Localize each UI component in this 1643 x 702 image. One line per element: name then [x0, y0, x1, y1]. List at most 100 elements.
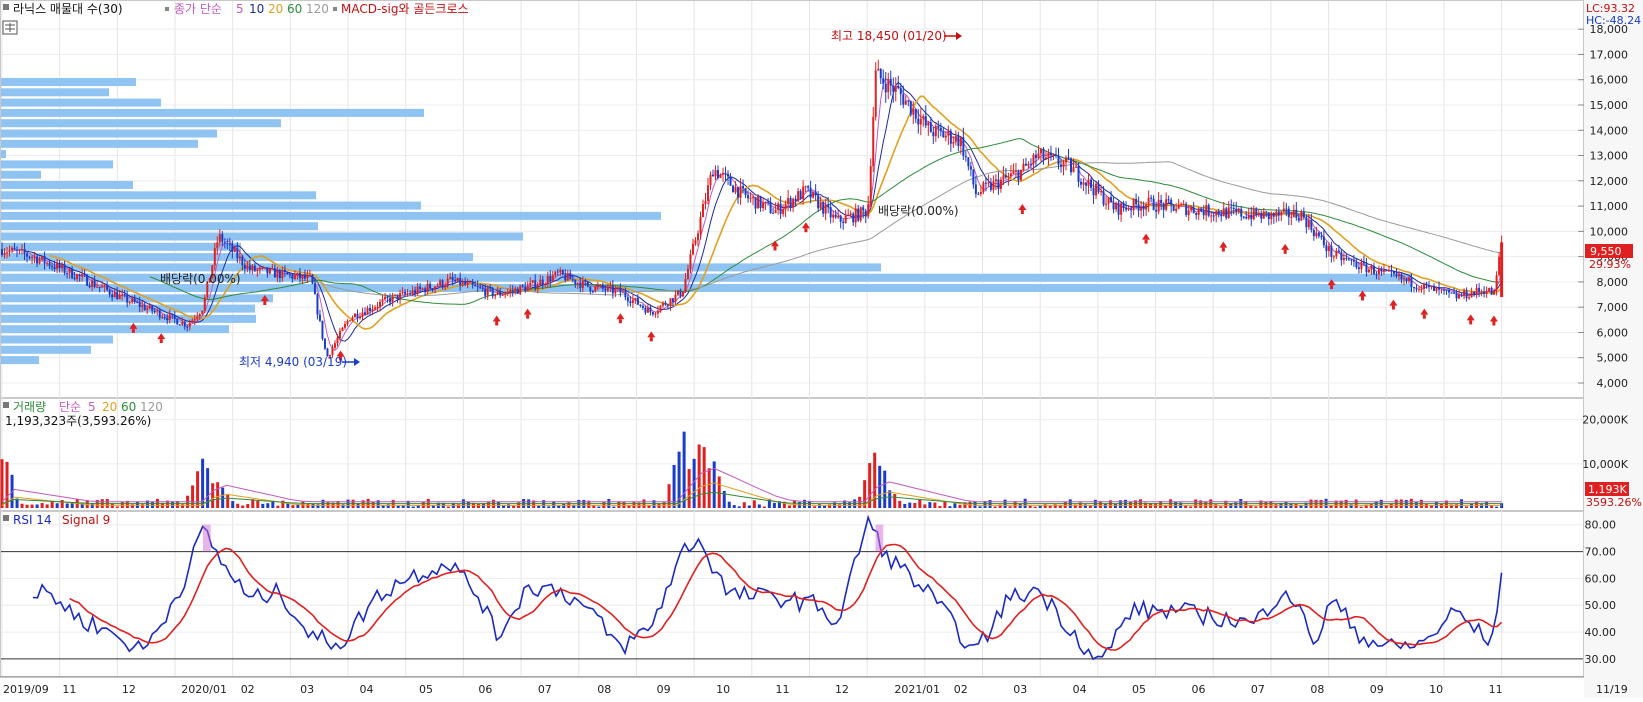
up-arrow-icon	[1358, 290, 1367, 297]
candle-body	[1017, 170, 1020, 181]
ma-period-60: 60	[287, 2, 302, 16]
price-tick-label: 16,000	[1590, 74, 1629, 87]
candle-body	[1160, 199, 1163, 204]
candle-body	[784, 203, 787, 210]
low-label: 최저 4,940 (03/19)	[239, 355, 347, 369]
candle-body	[581, 280, 584, 289]
candle-body	[81, 274, 84, 277]
candle-body	[1019, 169, 1022, 181]
volume-bar	[241, 505, 245, 508]
volume-bar	[65, 503, 69, 508]
candle-body	[1362, 261, 1365, 264]
candle-body	[594, 286, 597, 292]
candle-body	[769, 202, 772, 214]
candle-body	[1217, 211, 1220, 215]
candle-body	[887, 78, 890, 93]
candle-body	[1267, 212, 1270, 220]
candle-body	[1145, 204, 1148, 210]
candle-body	[777, 203, 780, 210]
volume-bar	[742, 502, 746, 508]
candle-body	[153, 310, 156, 312]
up-arrow-stem-icon	[1469, 320, 1473, 325]
volume-bar	[70, 503, 74, 508]
candle-body	[832, 214, 835, 218]
candle-body	[101, 286, 104, 288]
candle-body	[974, 184, 977, 194]
candle-body	[712, 174, 715, 177]
volume-bar	[311, 503, 315, 508]
candle-body	[1235, 208, 1238, 212]
volume-bar	[95, 499, 99, 508]
volume-bar	[1128, 501, 1132, 508]
candle-body	[193, 318, 196, 321]
candle-body	[241, 256, 244, 266]
candle-body	[644, 307, 647, 313]
volume-bar	[823, 505, 827, 508]
candle-body	[61, 264, 64, 269]
volume-bar	[176, 501, 180, 508]
candle-body	[121, 294, 124, 296]
candle-body	[151, 305, 154, 311]
candle-body	[1245, 216, 1248, 219]
x-axis-label: 11	[776, 683, 790, 696]
candle-body	[401, 291, 404, 294]
candle-body	[406, 293, 409, 295]
candle-body	[374, 307, 377, 310]
candle-body	[1262, 211, 1265, 219]
candle-body	[1092, 187, 1095, 196]
candle-body	[328, 354, 331, 357]
candle-body	[108, 289, 111, 295]
volume-bar	[1013, 501, 1017, 508]
x-axis-label: 2019/09	[3, 683, 49, 696]
volume-bar	[672, 464, 676, 508]
volume-bar	[226, 495, 230, 508]
candle-body	[614, 289, 617, 294]
candle-body	[1300, 211, 1303, 221]
volume-bar	[767, 498, 771, 508]
profile-bar	[1, 356, 39, 365]
candle-body	[221, 234, 224, 243]
candle-body	[1200, 208, 1203, 212]
candle-body	[584, 280, 587, 282]
candle-body	[1125, 207, 1128, 210]
candle-body	[1100, 191, 1103, 193]
candle-body	[611, 285, 614, 294]
up-arrow-icon	[129, 322, 138, 329]
candle-body	[852, 213, 855, 223]
dividend-label-1: 배당락(0.00%)	[160, 272, 241, 286]
candle-body	[421, 288, 424, 290]
candle-body	[1012, 171, 1015, 174]
candle-body	[166, 317, 169, 321]
candle-body	[163, 317, 166, 319]
volume-bar	[973, 501, 977, 508]
candle-body	[1265, 211, 1268, 213]
candle-body	[68, 268, 71, 274]
candle-body	[1290, 216, 1293, 218]
candle-body	[1470, 291, 1473, 298]
candle-body	[501, 294, 504, 296]
candle-body	[1405, 278, 1408, 281]
candle-body	[1024, 163, 1027, 166]
x-axis-label: 11/19	[1596, 683, 1628, 696]
up-arrow-stem-icon	[1020, 210, 1024, 215]
candle-body	[451, 276, 454, 281]
candle-body	[1450, 292, 1453, 294]
candle-body	[276, 270, 279, 278]
candle-body	[186, 326, 189, 328]
candle-body	[802, 186, 805, 200]
x-axis-label: 11	[62, 683, 76, 696]
volume-bar	[687, 468, 691, 508]
candle-body	[1110, 197, 1113, 203]
volume-bar	[145, 500, 149, 508]
up-arrow-stem-icon	[649, 337, 653, 342]
volume-bar	[396, 505, 400, 508]
profile-bar	[1, 232, 523, 241]
profile-bar	[1, 150, 6, 159]
candle-body	[226, 243, 229, 245]
candle-body	[1415, 287, 1418, 290]
volume-bar	[918, 498, 922, 508]
candle-body	[624, 291, 627, 298]
candle-body	[564, 274, 567, 281]
volume-bar	[757, 504, 761, 508]
